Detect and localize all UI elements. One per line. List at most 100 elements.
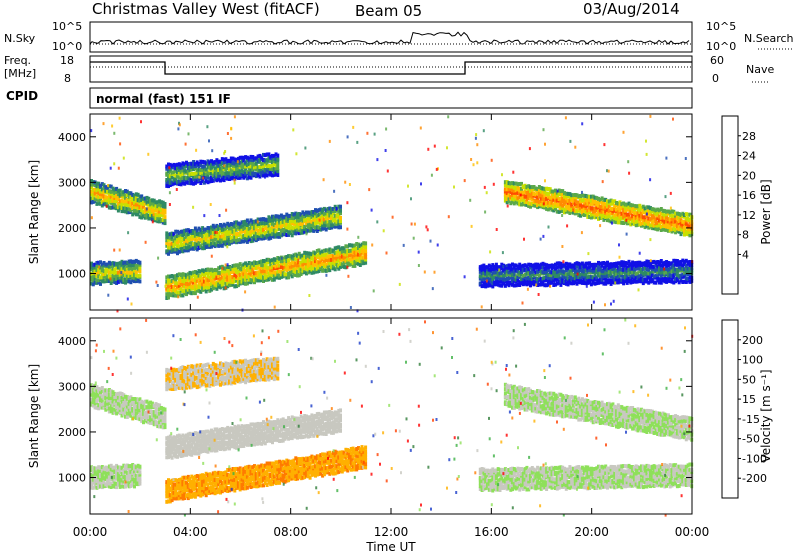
- echo-cell: [303, 227, 307, 232]
- echo-cell: [235, 274, 239, 279]
- echo-cell: [186, 277, 190, 282]
- noise-point: [542, 128, 545, 132]
- echo-cell: [122, 201, 126, 206]
- echo-cell: [254, 375, 258, 380]
- echo-cell: [328, 263, 332, 268]
- echo-cell: [632, 218, 636, 223]
- echo-cell: [622, 275, 626, 279]
- echo-cell: [514, 267, 518, 272]
- noise-point: [505, 264, 508, 268]
- echo-cell: [668, 273, 672, 278]
- echo-cell: [299, 217, 303, 222]
- noise-point: [637, 288, 640, 292]
- echo-cell: [118, 272, 122, 277]
- echo-cell: [204, 289, 208, 294]
- echo-cell: [179, 176, 183, 181]
- echo-cell: [507, 181, 511, 186]
- echo-cell: [100, 203, 104, 208]
- echo-cell: [290, 254, 294, 259]
- noise-point: [111, 124, 114, 128]
- echo-cell: [106, 195, 110, 200]
- noise-point: [244, 290, 247, 294]
- echo-cell: [631, 203, 635, 208]
- echo-cell: [582, 203, 586, 208]
- echo-cell: [245, 281, 249, 286]
- echo-cell: [193, 278, 197, 282]
- echo-cell: [254, 261, 258, 265]
- echo-cell: [219, 376, 222, 381]
- echo-cell: [550, 207, 554, 212]
- echo-cell: [649, 261, 652, 266]
- echo-cell: [199, 171, 203, 175]
- echo-cell: [156, 217, 160, 222]
- echo-cell: [163, 423, 167, 428]
- echo-cell: [516, 264, 520, 269]
- echo-cell: [570, 202, 574, 207]
- echo-cell: [231, 363, 235, 368]
- noise-point: [98, 265, 101, 269]
- echo-cell: [140, 399, 144, 404]
- echo-cell: [650, 264, 654, 269]
- echo-cell: [231, 266, 235, 271]
- echo-cell: [552, 263, 556, 268]
- echo-cell: [256, 374, 260, 379]
- echo-cell: [138, 279, 142, 284]
- echo-cell: [159, 212, 163, 217]
- echo-cell: [165, 234, 169, 239]
- echo-cell: [102, 183, 106, 188]
- echo-cell: [143, 210, 147, 214]
- echo-cell: [636, 207, 640, 212]
- echo-cell: [172, 380, 176, 385]
- echo-cell: [183, 284, 187, 289]
- echo-cell: [217, 282, 221, 286]
- echo-cell: [324, 268, 328, 273]
- echo-cell: [659, 270, 663, 275]
- echo-cell: [652, 267, 656, 272]
- noise-point: [230, 127, 233, 131]
- echo-cell: [579, 278, 583, 283]
- echo-cell: [233, 239, 237, 244]
- echo-cell: [595, 212, 599, 217]
- freq-unit: [MHz]: [4, 67, 36, 80]
- echo-cell: [258, 371, 262, 376]
- echo-cell: [620, 270, 624, 275]
- noise-point: [144, 240, 147, 244]
- echo-cell: [265, 274, 269, 279]
- echo-cell: [107, 205, 111, 210]
- echo-cell: [219, 270, 222, 275]
- echo-cell: [183, 272, 187, 277]
- echo-cell: [251, 161, 255, 166]
- echo-cell: [654, 221, 658, 226]
- echo-cell: [186, 364, 190, 369]
- echo-cell: [283, 219, 287, 224]
- echo-cell: [124, 193, 127, 198]
- echo-cell: [683, 225, 686, 230]
- echo-cell: [582, 208, 586, 213]
- echo-cell: [154, 410, 158, 415]
- echo-cell: [217, 364, 221, 369]
- echo-cell: [618, 271, 622, 276]
- noise-point: [649, 238, 652, 242]
- echo-cell: [229, 361, 233, 366]
- echo-cell: [133, 279, 136, 284]
- echo-cell: [575, 193, 579, 198]
- echo-cell: [579, 206, 583, 211]
- echo-cell: [512, 197, 516, 202]
- echo-cell: [138, 402, 142, 406]
- echo-cell: [636, 275, 640, 280]
- echo-cell: [238, 224, 242, 229]
- echo-cell: [256, 217, 260, 222]
- echo-cell: [204, 267, 208, 272]
- echo-cell: [591, 262, 595, 267]
- echo-cell: [97, 187, 101, 192]
- echo-cell: [100, 279, 104, 284]
- echo-cell: [127, 270, 131, 275]
- echo-cell: [688, 275, 692, 280]
- echo-cell: [609, 278, 613, 283]
- echo-cell: [632, 274, 636, 279]
- echo-cell: [229, 239, 233, 244]
- echo-cell: [649, 223, 652, 228]
- echo-cell: [674, 271, 678, 276]
- echo-cell: [245, 155, 249, 160]
- echo-cell: [623, 219, 627, 224]
